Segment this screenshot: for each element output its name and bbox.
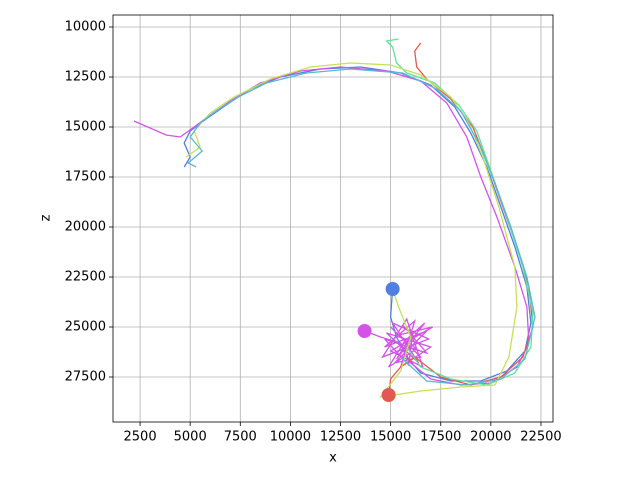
y-tick-label: 10000 xyxy=(65,20,106,35)
x-axis-label: x xyxy=(329,451,337,466)
y-axis-label: z xyxy=(39,214,54,221)
x-tick-label: 15000 xyxy=(370,430,411,445)
soma xyxy=(357,324,372,338)
x-tick-label: 2500 xyxy=(124,430,157,445)
trace xyxy=(187,68,536,386)
x-tick-label: 10000 xyxy=(270,430,311,445)
x-tick-label: 22500 xyxy=(520,430,561,445)
x-tick-label: 12500 xyxy=(320,430,361,445)
plot-frame xyxy=(112,14,554,423)
y-tick-label: 22500 xyxy=(65,270,106,285)
trace xyxy=(380,317,434,369)
trace xyxy=(185,62,518,398)
y-tick-label: 17500 xyxy=(65,170,106,185)
x-tick-label: 7500 xyxy=(224,430,257,445)
y-tick-label: 25000 xyxy=(65,320,106,335)
soma xyxy=(385,282,400,296)
x-tick-label: 5000 xyxy=(174,430,207,445)
y-tick-label: 20000 xyxy=(65,220,106,235)
y-tick-label: 15000 xyxy=(65,120,106,135)
x-tick-label: 17500 xyxy=(420,430,461,445)
y-tick-label: 27500 xyxy=(65,370,106,385)
soma xyxy=(381,388,396,402)
trace xyxy=(133,66,530,386)
x-tick-label: 20000 xyxy=(470,430,511,445)
y-tick-label: 12500 xyxy=(65,70,106,85)
trace xyxy=(183,66,532,382)
